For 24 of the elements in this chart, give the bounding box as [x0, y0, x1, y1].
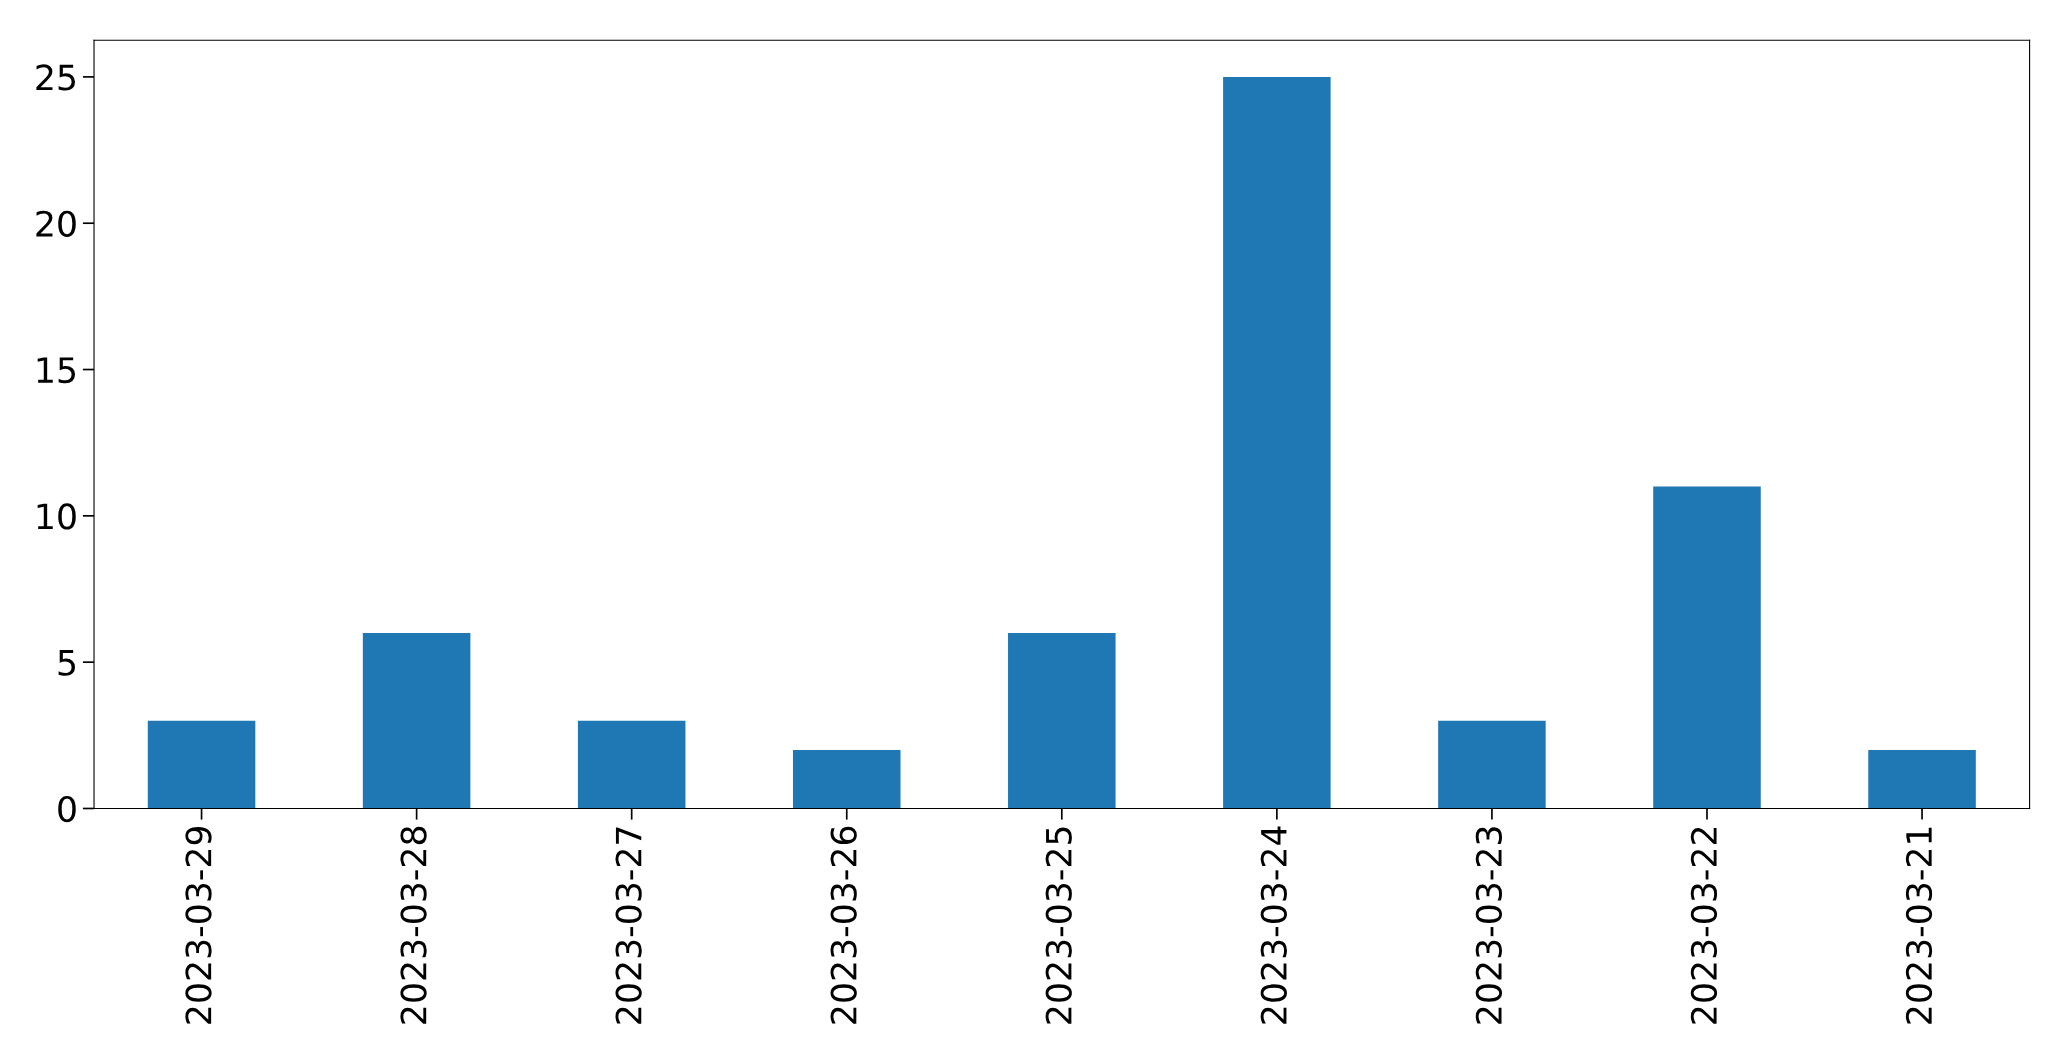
- x-tick-label: 2023-03-21: [1905, 827, 1933, 1024]
- bar: [1438, 720, 1546, 809]
- y-tick-label: 5: [58, 650, 76, 676]
- x-tick-label: 2023-03-24: [1260, 826, 1287, 1024]
- bar: [792, 749, 901, 809]
- x-tick-label: 2023-03-29: [185, 826, 212, 1024]
- bar: [147, 720, 256, 809]
- y-tick-label: 10: [37, 503, 76, 530]
- x-tick-label: 2023-03-23: [1475, 827, 1502, 1024]
- x-tick-label: 2023-03-26: [830, 826, 857, 1024]
- y-tick-label: 15: [37, 357, 76, 384]
- bar: [1223, 76, 1331, 809]
- x-tick-label: 2023-03-27: [615, 827, 642, 1024]
- x-tick-label: 2023-03-28: [400, 826, 427, 1024]
- y-tick-label: 20: [36, 210, 76, 237]
- x-tick-label: 2023-03-22: [1690, 827, 1718, 1024]
- x-tick-label: 2023-03-25: [1045, 827, 1072, 1024]
- y-tick-label: 25: [36, 64, 76, 91]
- bar: [1653, 486, 1761, 809]
- bar: [577, 720, 686, 809]
- bar: [362, 632, 471, 809]
- y-tick-label: 0: [58, 795, 76, 823]
- bar: [1868, 749, 1976, 809]
- bar: [1008, 632, 1116, 809]
